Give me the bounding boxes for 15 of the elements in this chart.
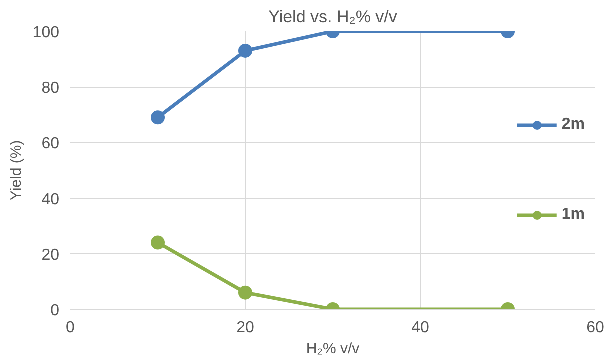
legend-label: 1m	[562, 206, 585, 224]
y-tick-label: 60	[42, 136, 60, 153]
x-tick-label: 0	[66, 320, 76, 336]
legend-label: 2m	[562, 116, 585, 134]
x-tick-label: 60	[586, 320, 604, 336]
x-tick-label: 40	[412, 320, 430, 336]
y-axis-title: Yield (%)	[8, 140, 25, 201]
y-tick-label: 80	[42, 80, 60, 98]
chart-title: Yield vs. H₂% v/v	[268, 8, 398, 26]
y-tick-label: 0	[50, 302, 60, 320]
x-axis-title: H₂% v/v	[306, 340, 360, 358]
y-tick-label: 40	[42, 191, 60, 208]
y-tick-label: 20	[42, 246, 60, 264]
x-tick-label: 20	[236, 320, 254, 336]
y-tick-label: 100	[32, 24, 60, 42]
